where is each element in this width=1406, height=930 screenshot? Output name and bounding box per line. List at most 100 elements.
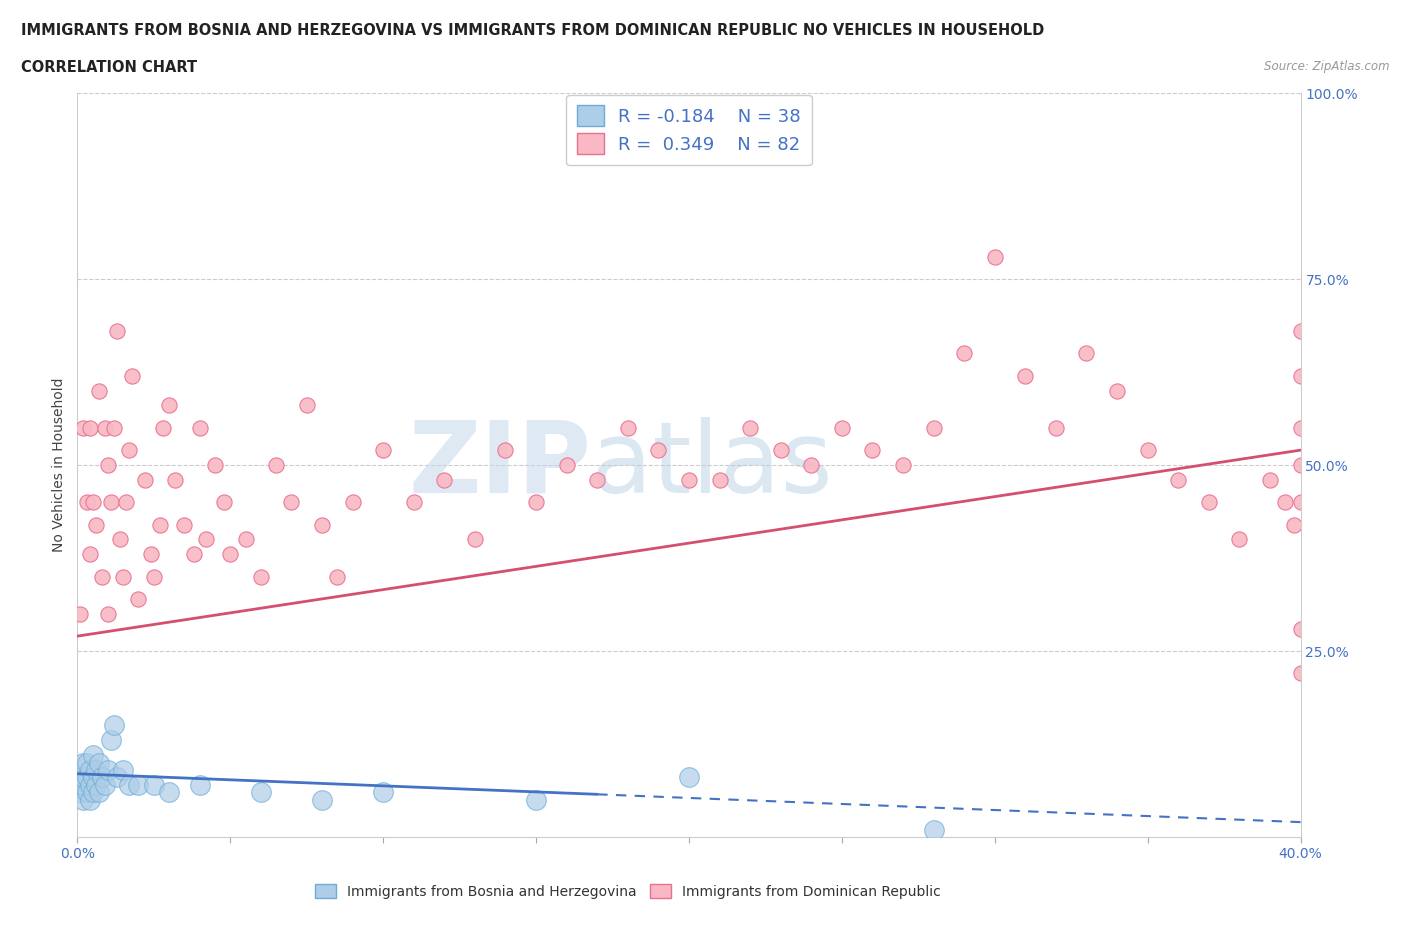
- Point: [128, 591, 150, 606]
- Point: [371, 785, 394, 800]
- Point: [72, 792, 94, 807]
- Point: [69, 770, 91, 785]
- Point: [108, 532, 131, 547]
- Point: [69, 785, 91, 800]
- Y-axis label: No Vehicles in Household: No Vehicles in Household: [52, 378, 66, 552]
- Point: [709, 472, 731, 487]
- Point: [1274, 495, 1296, 510]
- Point: [953, 346, 976, 361]
- Point: [149, 517, 172, 532]
- Point: [112, 569, 135, 584]
- Point: [94, 420, 117, 435]
- Point: [1198, 495, 1220, 510]
- Point: [402, 495, 425, 510]
- Point: [204, 458, 226, 472]
- Point: [72, 777, 94, 792]
- Point: [1136, 443, 1159, 458]
- Point: [219, 547, 242, 562]
- Point: [76, 755, 98, 770]
- Point: [157, 398, 180, 413]
- Point: [142, 569, 165, 584]
- Point: [250, 569, 273, 584]
- Point: [134, 472, 156, 487]
- Point: [647, 443, 669, 458]
- Point: [105, 324, 128, 339]
- Point: [188, 777, 211, 792]
- Point: [97, 763, 120, 777]
- Point: [586, 472, 609, 487]
- Point: [188, 420, 211, 435]
- Legend: Immigrants from Bosnia and Herzegovina, Immigrants from Dominican Republic: Immigrants from Bosnia and Herzegovina, …: [309, 879, 946, 905]
- Point: [142, 777, 165, 792]
- Point: [139, 547, 162, 562]
- Point: [555, 458, 578, 472]
- Point: [165, 472, 187, 487]
- Point: [1076, 346, 1098, 361]
- Point: [97, 458, 120, 472]
- Point: [235, 532, 257, 547]
- Point: [79, 547, 101, 562]
- Point: [100, 733, 122, 748]
- Point: [295, 398, 318, 413]
- Point: [891, 458, 914, 472]
- Point: [118, 443, 141, 458]
- Point: [1284, 517, 1306, 532]
- Point: [371, 443, 394, 458]
- Point: [250, 785, 273, 800]
- Point: [69, 777, 91, 792]
- Point: [1289, 368, 1312, 383]
- Point: [112, 763, 135, 777]
- Point: [800, 458, 823, 472]
- Point: [1289, 495, 1312, 510]
- Point: [87, 755, 110, 770]
- Point: [433, 472, 456, 487]
- Point: [1014, 368, 1036, 383]
- Point: [82, 748, 104, 763]
- Point: [1289, 458, 1312, 472]
- Point: [524, 495, 547, 510]
- Point: [152, 420, 174, 435]
- Point: [769, 443, 792, 458]
- Point: [1258, 472, 1281, 487]
- Point: [121, 368, 143, 383]
- Point: [173, 517, 195, 532]
- Point: [97, 606, 120, 621]
- Point: [84, 777, 107, 792]
- Point: [103, 420, 125, 435]
- Point: [69, 606, 91, 621]
- Point: [311, 517, 333, 532]
- Point: [1107, 383, 1129, 398]
- Point: [311, 792, 333, 807]
- Point: [72, 755, 94, 770]
- Point: [90, 770, 112, 785]
- Point: [183, 547, 205, 562]
- Point: [617, 420, 640, 435]
- Point: [76, 785, 98, 800]
- Point: [740, 420, 762, 435]
- Text: Source: ZipAtlas.com: Source: ZipAtlas.com: [1264, 60, 1389, 73]
- Point: [264, 458, 287, 472]
- Point: [1229, 532, 1251, 547]
- Point: [524, 792, 547, 807]
- Point: [79, 420, 101, 435]
- Point: [79, 777, 101, 792]
- Point: [87, 383, 110, 398]
- Point: [1289, 420, 1312, 435]
- Point: [90, 569, 112, 584]
- Point: [922, 822, 945, 837]
- Text: IMMIGRANTS FROM BOSNIA AND HERZEGOVINA VS IMMIGRANTS FROM DOMINICAN REPUBLIC NO : IMMIGRANTS FROM BOSNIA AND HERZEGOVINA V…: [21, 23, 1045, 38]
- Point: [495, 443, 517, 458]
- Point: [87, 785, 110, 800]
- Point: [1289, 666, 1312, 681]
- Point: [82, 770, 104, 785]
- Point: [678, 770, 700, 785]
- Point: [79, 763, 101, 777]
- Point: [984, 249, 1007, 264]
- Point: [326, 569, 349, 584]
- Point: [1167, 472, 1189, 487]
- Point: [464, 532, 486, 547]
- Point: [1045, 420, 1067, 435]
- Text: CORRELATION CHART: CORRELATION CHART: [21, 60, 197, 75]
- Point: [76, 495, 98, 510]
- Point: [94, 777, 117, 792]
